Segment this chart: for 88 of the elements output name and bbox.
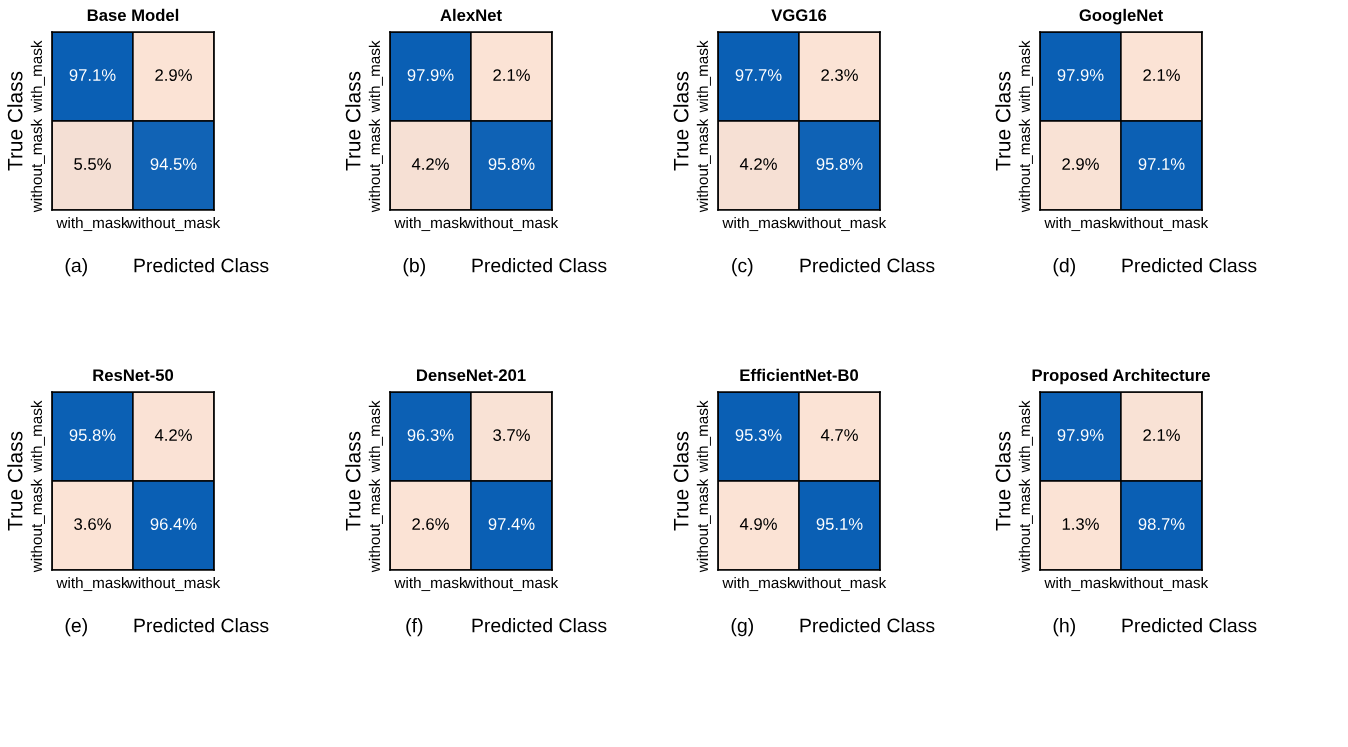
data-label: 2.3% — [821, 69, 858, 81]
data-label: 5.5% — [74, 158, 111, 170]
data-label: 4.2% — [154, 429, 192, 441]
data-label: 96.3% — [407, 429, 454, 441]
y-axis-title: True Class — [7, 71, 23, 171]
data-label: 97.1% — [1138, 158, 1185, 170]
y-tick-label: with_mask — [30, 400, 45, 473]
y-axis-title: True Class — [673, 431, 689, 531]
x-tick-label: without_mask — [464, 576, 559, 592]
data-label: 4.2% — [411, 158, 449, 170]
chart-title: AlexNet — [440, 8, 502, 22]
y-axis-title: True Class — [7, 431, 23, 531]
x-axis-title: Predicted Class — [134, 258, 269, 273]
y-tick-label: with_mask — [696, 40, 711, 113]
x-axis-title: Predicted Class — [800, 618, 935, 633]
data-label: 2.9% — [1062, 158, 1099, 170]
data-label: 4.2% — [739, 158, 777, 170]
data-label: 95.8% — [816, 158, 863, 170]
data-label: 4.9% — [739, 518, 777, 530]
data-label: 2.1% — [1143, 429, 1180, 441]
y-tick-label: with_mask — [696, 400, 711, 473]
data-label: 97.4% — [488, 518, 535, 530]
text: (c) — [732, 258, 753, 277]
x-tick-label: with_mask — [56, 576, 129, 592]
x-tick-label: with_mask — [394, 576, 467, 592]
y-tick-label: with_mask — [368, 400, 383, 473]
data-label: 2.6% — [412, 518, 449, 530]
x-tick-label: without_mask — [126, 216, 221, 232]
data-label: 97.9% — [1057, 69, 1104, 81]
chart-title: VGG16 — [771, 9, 827, 22]
data-label: 1.3% — [1062, 518, 1099, 530]
data-label: 3.6% — [74, 518, 111, 530]
y-axis-title: True Class — [995, 431, 1011, 531]
text: (h) — [1053, 618, 1075, 637]
data-label: 97.1% — [69, 69, 116, 81]
chart-title: Proposed Architecture — [1032, 368, 1210, 385]
data-label: 96.4% — [150, 518, 197, 530]
data-label: 95.8% — [488, 158, 535, 170]
data-label: 2.1% — [493, 69, 530, 81]
chart-title: ResNet-50 — [93, 369, 174, 382]
x-tick-label: with_mask — [722, 576, 795, 592]
chart-title: GoogleNet — [1079, 8, 1163, 25]
x-tick-label: with_mask — [1044, 216, 1117, 232]
x-tick-label: with_mask — [722, 216, 795, 232]
chart-title: EfficientNet-B0 — [740, 368, 859, 382]
y-tick-label: with_mask — [30, 40, 45, 113]
x-tick-label: without_mask — [792, 216, 887, 232]
x-tick-label: without_mask — [1114, 216, 1209, 232]
data-label: 95.3% — [735, 429, 782, 441]
y-axis-title: True Class — [995, 71, 1011, 171]
y-tick-label: with_mask — [1018, 400, 1033, 473]
text: (e) — [65, 618, 87, 637]
x-tick-label: with_mask — [1044, 576, 1117, 592]
text: (f) — [406, 618, 423, 637]
x-tick-label: with_mask — [56, 216, 129, 232]
text: (b) — [403, 258, 425, 277]
x-axis-title: Predicted Class — [472, 258, 607, 273]
y-tick-label: with_mask — [1018, 40, 1033, 113]
y-axis-title: True Class — [345, 71, 361, 171]
text: (a) — [65, 258, 87, 277]
x-axis-title: Predicted Class — [1122, 258, 1257, 273]
x-tick-label: without_mask — [1114, 576, 1209, 592]
data-label: 94.5% — [150, 158, 197, 170]
y-tick-label: with_mask — [368, 40, 383, 113]
x-tick-label: without_mask — [464, 216, 559, 232]
data-label: 4.7% — [820, 429, 858, 441]
y-axis-title: True Class — [673, 71, 689, 171]
x-axis-title: Predicted Class — [134, 618, 269, 633]
data-label: 2.9% — [155, 69, 192, 81]
text: (g) — [731, 618, 753, 637]
x-axis-title: Predicted Class — [1122, 618, 1257, 633]
data-label: 97.9% — [1057, 429, 1104, 441]
data-label: 98.7% — [1138, 518, 1185, 530]
x-tick-label: with_mask — [394, 216, 467, 232]
y-axis-title: True Class — [345, 431, 361, 531]
x-tick-label: without_mask — [792, 576, 887, 592]
x-axis-title: Predicted Class — [472, 618, 607, 633]
data-label: 95.8% — [69, 429, 116, 441]
chart-title: Base Model — [87, 8, 179, 22]
chart-title: DenseNet-201 — [417, 369, 526, 382]
x-tick-label: without_mask — [126, 576, 221, 592]
data-label: 97.7% — [735, 69, 782, 81]
data-label: 97.9% — [407, 69, 454, 81]
text: (d) — [1053, 258, 1075, 277]
data-label: 95.1% — [816, 518, 863, 530]
data-label: 2.1% — [1143, 69, 1180, 81]
data-label: 3.7% — [493, 429, 530, 441]
x-axis-title: Predicted Class — [800, 258, 935, 273]
